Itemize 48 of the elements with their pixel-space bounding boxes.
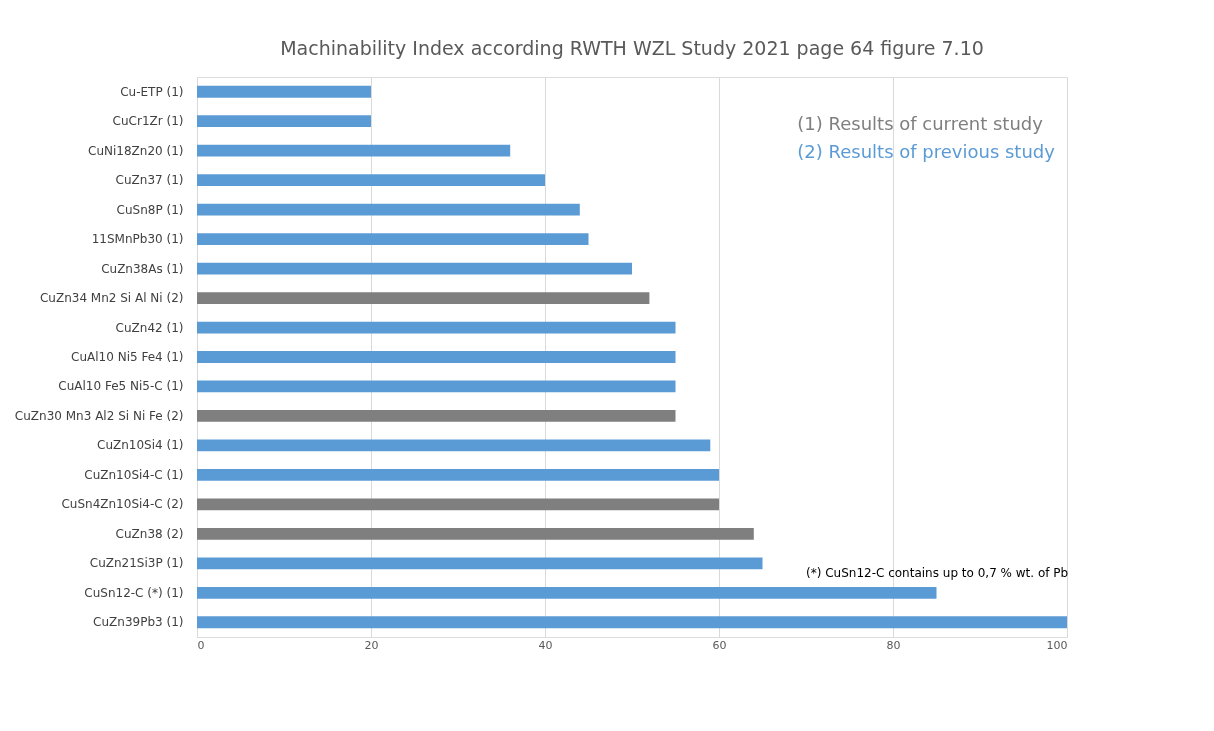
bar — [197, 233, 589, 245]
bar — [197, 203, 580, 216]
y-tick-label: CuZn42 (1) — [115, 320, 184, 335]
y-tick-label: CuZn38 (2) — [115, 526, 184, 541]
bar — [197, 262, 632, 275]
y-tick-label: CuZn34 Mn2 Si Al Ni (2) — [39, 291, 184, 306]
y-tick-label: CuAl10 Fe5 Ni5-C (1) — [58, 379, 184, 394]
annotation: (2) Results of previous study — [797, 140, 1056, 162]
bar — [197, 85, 371, 98]
bar — [197, 498, 719, 511]
y-tick-label: CuZn10Si4-C (1) — [84, 467, 184, 482]
y-tick-label: CuZn30 Mn3 Al2 Si Ni Fe (2) — [14, 408, 184, 423]
x-tick-label: 60 — [712, 638, 727, 652]
bar — [197, 557, 763, 570]
y-tick-label: CuSn4Zn10Si4-C (2) — [61, 497, 184, 512]
bar — [197, 174, 545, 187]
y-tick-label: CuZn39Pb3 (1) — [93, 615, 184, 630]
y-tick-label: CuZn10Si4 (1) — [97, 438, 184, 453]
bar — [197, 410, 676, 422]
y-tick-label: CuZn37 (1) — [115, 173, 184, 188]
y-tick-label: CuSn8P (1) — [116, 202, 184, 217]
y-tick-label: CuAl10 Ni5 Fe4 (1) — [71, 350, 184, 364]
x-tick-label: 40 — [538, 638, 553, 652]
y-tick-label: CuZn38As (1) — [101, 261, 184, 276]
bar — [197, 144, 511, 157]
bar — [197, 321, 676, 334]
x-tick-label: 100 — [1046, 638, 1068, 652]
bar — [197, 586, 937, 599]
y-tick-label: 11SMnPb30 (1) — [91, 232, 184, 247]
bar — [197, 351, 676, 363]
y-tick-label: Cu-ETP (1) — [120, 84, 184, 99]
bar — [197, 292, 650, 304]
bar — [197, 439, 711, 452]
x-tick-label: 80 — [886, 638, 901, 652]
y-tick-label: CuSn12-C (*) (1) — [84, 585, 184, 600]
annotation: (*) CuSn12-C contains up to 0,7 % wt. of Pb — [806, 565, 1069, 580]
x-tick-label: 0 — [197, 638, 205, 652]
bar — [197, 115, 371, 128]
bar — [197, 616, 1067, 629]
y-tick-label: CuZn21Si3P (1) — [89, 556, 184, 571]
y-tick-label: CuNi18Zn20 (1) — [88, 143, 184, 158]
bar — [197, 527, 754, 540]
annotation: (1) Results of current study — [797, 112, 1044, 134]
x-tick-label: 20 — [364, 638, 379, 652]
bar — [197, 469, 719, 481]
bar — [197, 380, 676, 393]
chart-title: Machinability Index according RWTH WZL Study 2021 page 64 figure 7.10 — [280, 37, 984, 59]
y-tick-label: CuCr1Zr (1) — [112, 114, 184, 129]
